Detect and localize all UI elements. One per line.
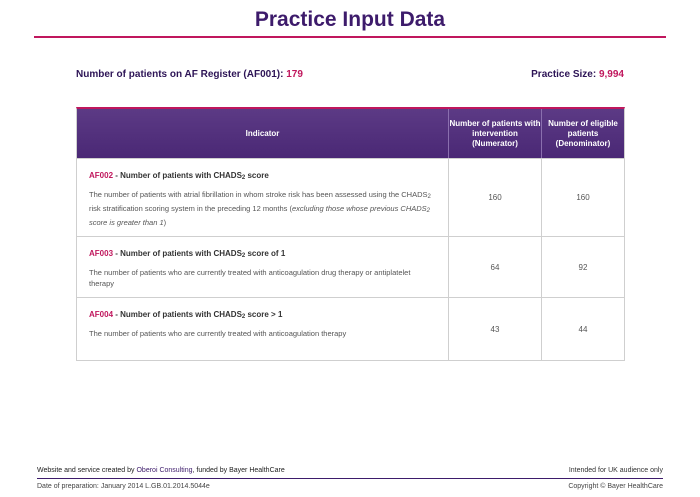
indicator-title-tail: score <box>245 171 269 180</box>
footer-credit: Website and service created by Oberoi Co… <box>37 467 663 474</box>
desc-part: The number of patients with atrial fibri… <box>89 190 428 199</box>
af-register-summary: Number of patients on AF Register (AF001… <box>76 69 303 80</box>
subscript: 2 <box>241 253 246 259</box>
indicator-description: The number of patients who are currently… <box>89 268 411 288</box>
indicator-code: AF002 <box>89 171 114 180</box>
desc-part: risk stratification scoring system in th… <box>89 204 293 213</box>
desc-part: ) <box>163 218 167 227</box>
header-numerator: Number of patients with intervention (Nu… <box>448 109 541 158</box>
footer-credit-text: , funded by Bayer HealthCare <box>192 467 285 474</box>
practice-size-summary: Practice Size: 9,994 <box>531 69 624 80</box>
footer-copyright: Copyright © Bayer HealthCare <box>568 483 663 490</box>
page-title: Practice Input Data <box>254 8 446 31</box>
denominator-cell: 92 <box>541 237 624 297</box>
header-indicator: Indicator <box>245 128 280 138</box>
subscript: 2 <box>426 208 431 214</box>
desc-part: score is greater than 1 <box>89 218 164 227</box>
indicator-title-text: - Number of patients with CHADS <box>113 249 242 258</box>
footer-date: Date of preparation: January 2014 L.GB.0… <box>37 483 210 490</box>
denominator-cell: 160 <box>541 159 624 236</box>
denominator-cell: 44 <box>541 298 624 360</box>
table-row: AF002 - Number of patients with CHADS2 s… <box>77 158 624 236</box>
indicator-title-tail: score of 1 <box>245 249 286 258</box>
numerator-cell: 43 <box>448 298 541 360</box>
desc-italic: excluding those whose previous CHADS2 sc… <box>89 204 430 227</box>
af-register-value: 179 <box>286 69 303 80</box>
indicator-cell: AF004 - Number of patients with CHADS2 s… <box>77 298 448 360</box>
subscript: 2 <box>241 314 246 320</box>
practice-size-label: Practice Size: <box>531 69 597 80</box>
indicator-cell: AF002 - Number of patients with CHADS2 s… <box>77 159 448 236</box>
table-row: AF003 - Number of patients with CHADS2 s… <box>77 236 624 297</box>
af-register-label: Number of patients on AF Register (AF001… <box>76 69 284 80</box>
footer-divider <box>37 478 663 479</box>
subscript: 2 <box>427 194 431 200</box>
title-divider <box>34 36 666 38</box>
table-row: AF004 - Number of patients with CHADS2 s… <box>77 297 624 360</box>
indicator-code: AF003 <box>89 249 114 258</box>
footer-audience: Intended for UK audience only <box>568 467 663 474</box>
oberoi-consulting-link[interactable]: Oberoi Consulting <box>136 467 193 474</box>
footer-credit-text: Website and service created by <box>37 467 137 474</box>
indicator-title-tail: score > 1 <box>245 310 283 319</box>
practice-size-value: 9,994 <box>598 69 624 80</box>
indicator-code: AF004 <box>89 310 114 319</box>
indicator-title: AF002 - Number of patients with CHADS2 s… <box>89 171 436 181</box>
table-header: Indicator Number of patients with interv… <box>77 109 624 158</box>
indicator-table: Indicator Number of patients with interv… <box>76 107 625 361</box>
header-denominator: Number of eligible patients (Denominator… <box>541 109 624 158</box>
indicator-title: AF003 - Number of patients with CHADS2 s… <box>89 249 436 259</box>
indicator-description: The number of patients with atrial fibri… <box>89 189 436 228</box>
indicator-title-text: - Number of patients with CHADS <box>113 171 242 180</box>
subscript: 2 <box>241 175 246 181</box>
footer-meta: Date of preparation: January 2014 L.GB.0… <box>37 483 663 490</box>
numerator-cell: 160 <box>448 159 541 236</box>
indicator-title-text: - Number of patients with CHADS <box>113 310 242 319</box>
numerator-cell: 64 <box>448 237 541 297</box>
indicator-title: AF004 - Number of patients with CHADS2 s… <box>89 310 436 320</box>
indicator-description: The number of patients who are currently… <box>89 329 347 338</box>
desc-part: excluding those whose previous CHADS <box>292 204 427 213</box>
indicator-cell: AF003 - Number of patients with CHADS2 s… <box>77 237 448 297</box>
